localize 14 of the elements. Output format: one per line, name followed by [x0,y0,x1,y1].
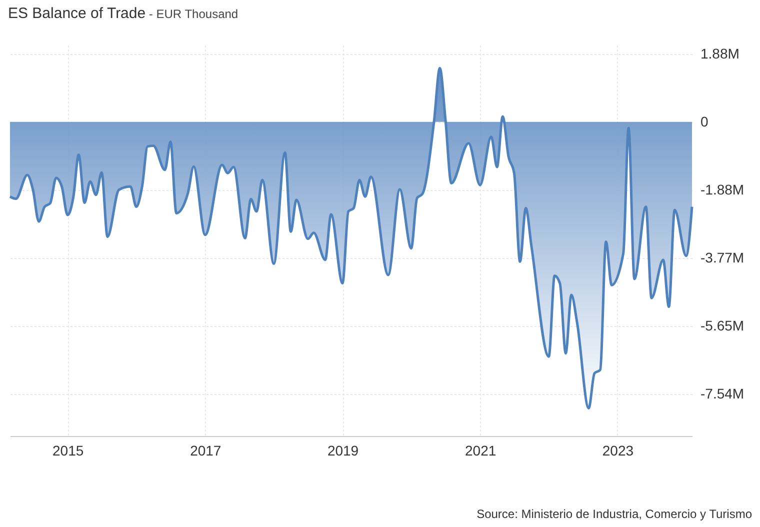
x-tick-label: 2023 [602,442,634,458]
y-tick-label: 0 [700,113,708,130]
y-tick-label: -5.65M [700,318,744,334]
x-tick-label: 2017 [190,442,222,458]
y-tick-label: -3.77M [700,250,744,266]
y-tick-label: 1.88M [700,45,740,62]
x-tick-label: 2015 [52,442,84,458]
chart-title: ES Balance of Trade [8,5,146,22]
chart-subtitle: - EUR Thousand [148,7,238,21]
x-tick-label: 2019 [327,442,359,458]
y-tick-label: -7.54M [700,386,744,402]
y-tick-label: -1.88M [700,181,744,198]
x-tick-label: 2021 [465,442,496,458]
source-note: Source: Ministerio de Industria, Comercio y Turismo [476,507,752,521]
